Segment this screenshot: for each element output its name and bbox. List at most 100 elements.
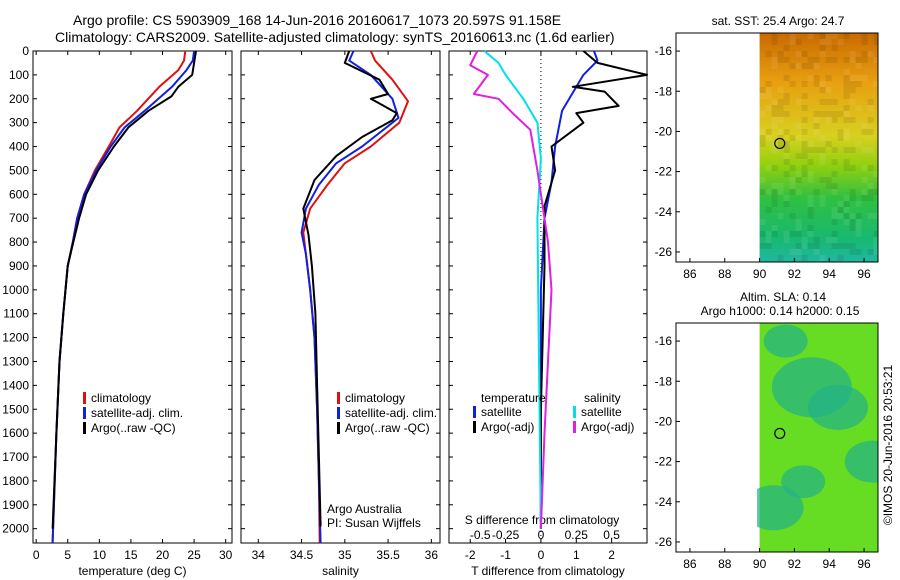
legend-swatch	[337, 407, 340, 419]
sst-pixel	[873, 171, 878, 177]
top-tick-label: -0.25	[492, 528, 520, 542]
sst-pixel	[813, 117, 820, 123]
sst-pixel	[813, 81, 820, 87]
sst-pixel	[783, 201, 790, 207]
sst-pixel	[783, 171, 790, 177]
x-tick-label: 35	[338, 548, 352, 562]
panel-temperature: 0100200300400500600700800900100011001200…	[2, 44, 232, 578]
sst-pixel	[801, 105, 808, 111]
sst-pixel	[843, 87, 850, 93]
sst-pixel	[813, 129, 820, 135]
sla-subtitle: Argo h1000: 0.14 h2000: 0.15	[701, 304, 860, 318]
series-line-1	[300, 50, 400, 544]
sst-pixel	[849, 219, 856, 225]
sst-pixel	[843, 81, 850, 87]
depth-tick-label: 1700	[2, 450, 29, 464]
sst-pixel	[819, 255, 826, 261]
sst-pixel	[837, 207, 844, 213]
top-tick-label: 0	[538, 528, 545, 542]
sst-pixel	[783, 159, 790, 165]
sst-pixel	[813, 111, 820, 117]
legend-label: satellite-adj. clim.	[345, 406, 437, 420]
sst-pixel	[783, 231, 790, 237]
sst-pixel	[759, 129, 766, 135]
sst-pixel	[849, 81, 856, 87]
series-line-2	[483, 50, 542, 529]
sst-pixel	[795, 63, 802, 69]
sst-pixel	[825, 33, 832, 39]
sst-pixel	[801, 171, 808, 177]
depth-tick-label: 1000	[2, 283, 29, 297]
sst-pixel	[771, 195, 778, 201]
sst-pixel	[783, 237, 790, 243]
sst-pixel	[831, 231, 838, 237]
sst-pixel	[777, 117, 784, 123]
float-position-marker	[774, 427, 786, 440]
sst-pixel	[843, 243, 850, 249]
sst-pixel	[861, 51, 868, 57]
panel-frame	[448, 50, 648, 544]
map-y-tick-label: -24	[655, 205, 673, 219]
sst-pixel	[777, 105, 784, 111]
sst-pixel	[843, 111, 850, 117]
sst-pixel	[789, 39, 796, 45]
sst-pixel	[783, 111, 790, 117]
depth-tick-label: 1400	[2, 378, 29, 392]
sst-pixel	[855, 231, 862, 237]
sst-pixel	[861, 195, 868, 201]
sst-pixel	[771, 63, 778, 69]
sst-pixel	[789, 189, 796, 195]
sst-pixel	[795, 135, 802, 141]
sst-pixel	[825, 237, 832, 243]
sst-pixel	[813, 189, 820, 195]
sst-pixel	[777, 99, 784, 105]
x-tick-label: -2	[465, 548, 476, 562]
sst-pixel	[873, 249, 878, 255]
sst-pixel	[861, 123, 868, 129]
sst-pixel	[843, 165, 850, 171]
sst-pixel	[831, 147, 838, 153]
sst-pixel	[765, 165, 772, 171]
sst-pixel	[771, 147, 778, 153]
sst-pixel	[807, 75, 814, 81]
sst-pixel	[795, 123, 802, 129]
legend-swatch	[473, 406, 476, 418]
sst-pixel	[807, 201, 814, 207]
series-line-2	[51, 50, 197, 529]
sst-pixel	[873, 57, 878, 63]
sst-pixel	[843, 33, 850, 39]
sst-field	[759, 33, 878, 262]
sst-pixel	[783, 195, 790, 201]
sst-pixel	[837, 39, 844, 45]
sst-pixel	[867, 51, 874, 57]
sst-pixel	[837, 255, 844, 261]
sst-pixel	[783, 141, 790, 147]
x-tick-label: 34.5	[290, 548, 314, 562]
sst-pixel	[849, 165, 856, 171]
sst-pixel	[777, 255, 784, 261]
depth-tick-label: 1600	[2, 426, 29, 440]
sst-pixel	[849, 243, 856, 249]
map-y-tick-label: -22	[655, 455, 673, 469]
sst-pixel	[807, 213, 814, 219]
sst-pixel	[831, 99, 838, 105]
sst-pixel	[801, 51, 808, 57]
sst-pixel	[783, 45, 790, 51]
map-y-tick-label: -18	[655, 84, 673, 98]
legend-swatch	[337, 422, 340, 434]
sst-pixel	[819, 111, 826, 117]
sst-pixel	[843, 75, 850, 81]
sst-pixel	[771, 183, 778, 189]
sst-pixel	[765, 189, 772, 195]
sst-pixel	[777, 183, 784, 189]
series-line-0	[539, 50, 599, 529]
depth-tick-label: 1200	[2, 331, 29, 345]
legend-swatch	[573, 421, 576, 433]
sst-pixel	[873, 231, 878, 237]
sst-pixel	[831, 111, 838, 117]
sst-pixel	[795, 39, 802, 45]
x-tick-label: 34	[252, 548, 266, 562]
sst-pixel	[867, 165, 874, 171]
x-tick-label: -1	[500, 548, 511, 562]
sst-pixel	[771, 117, 778, 123]
